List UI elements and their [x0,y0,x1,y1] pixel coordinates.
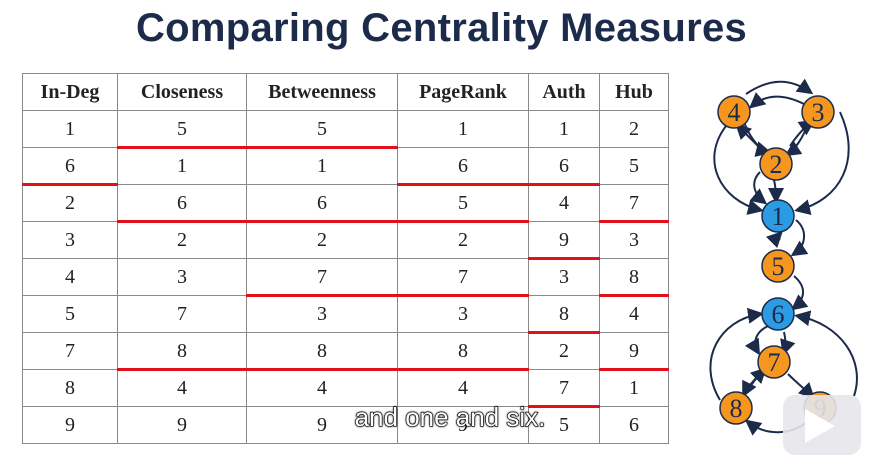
table-cell: 9 [117,406,247,444]
table-cell: 4 [528,184,600,222]
col-header-hub: Hub [599,73,669,111]
table-cell: 7 [117,295,247,333]
table-cell: 9 [599,332,670,372]
slide-title: Comparing Centrality Measures [135,6,748,50]
table-cell: 2 [397,221,529,259]
col-header-in-deg: In-Deg [22,73,118,111]
table-cell: 3 [397,295,529,333]
table-cell: 8 [117,332,248,372]
col-header-pagerank: PageRank [397,73,529,111]
table-cell: 1 [246,147,398,185]
table-cell: 2 [246,221,398,259]
table-cell: 8 [599,258,670,298]
table-cell: 3 [22,221,118,259]
table-row: 5 7 3 3 8 4 [22,295,669,335]
table-cell: 2 [599,110,669,148]
table-cell: 9 [22,406,118,444]
centrality-table: In-Deg Closeness Betweenness PageRank Au… [22,73,670,444]
graph-node-4: 4 [717,95,751,129]
table-cell: 7 [22,332,118,370]
table-cell: 9 [246,406,398,444]
table-row: 6 1 1 6 6 5 [22,147,669,187]
graph-node-label: 1 [772,202,785,231]
table-cell: 8 [397,332,530,372]
table-cell: 7 [528,369,601,409]
table-cell: 5 [599,147,669,185]
table-cell: 4 [246,369,398,407]
table-cell: 6 [22,147,119,187]
table-row: 8 4 4 4 7 1 [22,369,669,409]
table-row: 2 6 6 5 4 7 [22,184,670,224]
graph-node-label: 3 [812,98,825,127]
graph-node-label: 8 [730,394,743,423]
table-cell: 4 [397,369,529,407]
col-header-closeness: Closeness [117,73,247,111]
table-row: 1 5 5 1 1 2 [22,110,669,150]
table-cell: 5 [397,184,530,224]
table-cell: 7 [246,258,399,298]
network-graph: 4 3 2 1 5 6 7 8 9 [709,78,858,436]
graph-node-label: 2 [770,150,783,179]
table-cell: 4 [117,369,247,407]
graph-node-8: 8 [719,391,753,425]
table-cell: 1 [397,110,529,148]
table-cell: 3 [599,221,669,259]
graph-node-1: 1 [761,199,795,233]
table-cell: 6 [397,147,530,187]
table-cell: 1 [22,110,118,148]
graph-node-7: 7 [757,345,791,379]
table-cell: 1 [528,110,600,148]
graph-node-3: 3 [801,95,835,129]
graph-node-6: 6 [761,297,795,331]
play-logo-icon [783,395,861,455]
table-cell: 6 [599,406,669,444]
table-cell: 3 [246,295,398,333]
table-cell: 1 [117,147,247,185]
table-cell: 8 [246,332,399,372]
table-header-row: In-Deg Closeness Betweenness PageRank Au… [22,73,669,111]
col-header-betweenness: Betweenness [246,73,398,111]
table-cell: 5 [246,110,399,150]
graph-node-2: 2 [759,147,793,181]
graph-node-5: 5 [761,249,795,283]
table-cell: 9 [397,406,529,444]
table-cell: 5 [22,295,118,333]
table-cell: 8 [22,369,118,407]
table-cell: 4 [599,295,669,333]
graph-node-label: 7 [768,348,781,377]
table-cell: 7 [599,184,670,224]
table-cell: 4 [22,258,118,296]
table-cell: 6 [528,147,601,187]
table-cell: 6 [117,184,248,224]
table-cell: 8 [528,295,601,335]
table-row: 4 3 7 7 3 8 [22,258,670,298]
graph-node-label: 5 [772,252,785,281]
table-row: 7 8 8 8 2 9 [22,332,670,372]
graph-node-label: 4 [728,98,741,127]
table-cell: 2 [117,221,247,259]
table-cell: 2 [528,332,600,370]
col-header-auth: Auth [528,73,600,111]
table-cell: 3 [528,258,600,296]
table-cell: 9 [528,221,601,261]
table-row: 9 9 9 9 5 6 [22,406,669,444]
table-cell: 5 [117,110,248,150]
table-cell: 5 [528,406,600,444]
table-cell: 1 [599,369,669,407]
graph-node-label: 6 [772,300,785,329]
table-cell: 7 [397,258,530,298]
table-cell: 6 [246,184,399,224]
table-row: 3 2 2 2 9 3 [22,221,669,261]
table-cell: 2 [22,184,118,222]
table-cell: 3 [117,258,247,296]
